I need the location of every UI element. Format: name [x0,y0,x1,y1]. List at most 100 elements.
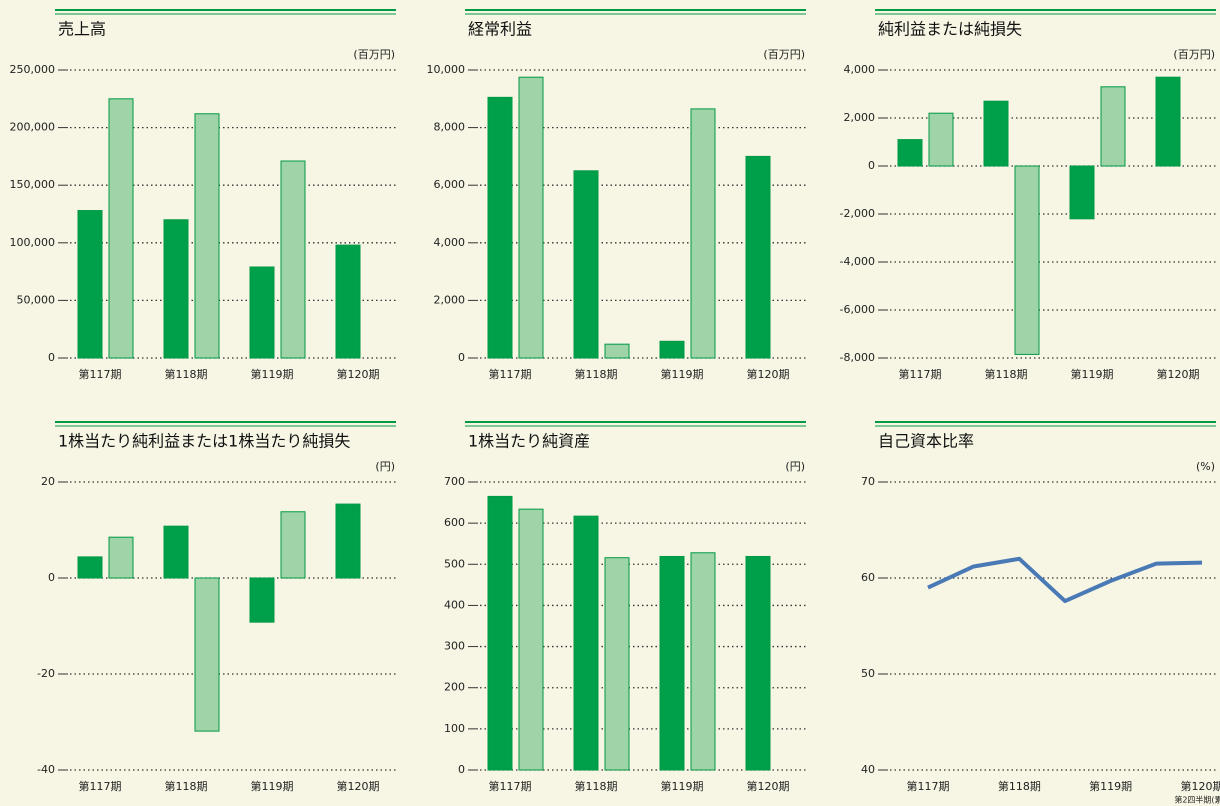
bar [77,556,103,579]
y-tick-label: 6,000 [434,178,466,191]
chart-title: 経常利益 [468,20,532,39]
panel: 純利益または純損失 (百万円) -8,000 -6,000 -4,000 -2,000 0 2… [840,9,1218,381]
y-tick-label: 0 [458,763,465,776]
bar [194,577,220,732]
x-tick-label: 第120期 [747,779,790,793]
x-tick-label: 第117期 [899,367,942,381]
y-tick-label: 250,000 [10,63,56,76]
y-tick-label: 0 [458,351,465,364]
bar [487,96,513,359]
panel: 自己資本比率 (%) 40 50 60 70 第117期 第118期 第119期 第120期第2四… [861,421,1220,805]
unit-label: (百万円) [763,48,805,61]
y-tick-label: 20 [41,475,55,488]
bar [280,511,306,579]
line [927,556,1203,604]
x-tick-label: 第120期 [337,367,380,381]
y-tick-label: 50,000 [17,293,56,306]
x-tick-label: 第119期 [1071,367,1114,381]
x-tick-label: 第119期 [661,779,704,793]
bar [249,577,275,623]
bar [897,139,923,167]
y-tick-label: 0 [48,571,55,584]
y-tick-label: 40 [861,763,875,776]
y-tick-label: 100,000 [10,236,56,249]
y-tick-label: 700 [444,475,465,488]
x-tick-label: 第117期 [907,779,950,793]
x-tick-label: 第118期 [165,779,208,793]
panel: 売上高 (百万円) 0 50,000 100,000 150,000 200,000 250,… [10,9,398,381]
bar [690,108,716,359]
unit-label: (百万円) [353,48,395,61]
unit-label: (百万円) [1173,48,1215,61]
chart-title: 自己資本比率 [878,432,974,451]
bar [604,557,630,771]
y-tick-label: 4,000 [844,63,876,76]
bar [1100,86,1126,167]
bar [163,219,189,359]
y-tick-label: 300 [444,640,465,653]
unit-label: (円) [785,460,805,473]
x-tick-label: 第117期 [79,779,122,793]
chart-title: 純利益または純損失 [878,20,1022,39]
y-tick-label: -8,000 [840,351,875,364]
x-tick-label: 第120期 [1181,779,1220,793]
bar [745,555,771,771]
bar [659,555,685,771]
bar [335,503,361,579]
bar [604,343,630,359]
bar [690,552,716,771]
x-tick-label: 第118期 [985,367,1028,381]
y-tick-label: 200 [444,681,465,694]
y-tick-label: 8,000 [434,121,466,134]
x-tick-label: 第120期 [337,779,380,793]
x-tick-label: 第119期 [661,367,704,381]
chart-title: 1株当たり純利益または1株当たり純損失 [58,432,350,451]
y-tick-label: 4,000 [434,236,466,249]
unit-label: (円) [375,460,395,473]
bar [1069,165,1095,220]
y-tick-label: 60 [861,571,875,584]
bar [335,244,361,359]
bar [249,266,275,359]
bar [659,340,685,359]
bar [487,495,513,771]
x-tick-label: 第117期 [489,779,532,793]
bar [1155,76,1181,167]
annotation: 第2四半期(累計) [1174,795,1220,805]
y-tick-label: 50 [861,667,875,680]
x-tick-label: 第117期 [79,367,122,381]
x-tick-label: 第120期 [1157,367,1200,381]
bar [1014,165,1040,355]
y-tick-label: -40 [37,763,55,776]
bar [194,113,220,359]
panel: 経常利益 (百万円) 0 2,000 4,000 6,000 8,000 10,000 第117… [427,9,808,381]
y-tick-label: 70 [861,475,875,488]
bar [108,536,134,579]
x-tick-label: 第118期 [575,367,618,381]
bar [573,515,599,771]
y-tick-label: 100 [444,722,465,735]
chart-title: 1株当たり純資産 [468,432,590,451]
y-tick-label: 400 [444,598,465,611]
y-tick-label: -6,000 [840,303,875,316]
y-tick-label: 200,000 [10,121,56,134]
y-tick-label: 0 [48,351,55,364]
x-tick-label: 第119期 [251,779,294,793]
bar [928,112,954,167]
x-tick-label: 第118期 [165,367,208,381]
bar [745,155,771,359]
y-tick-label: 600 [444,516,465,529]
bar [518,508,544,771]
x-tick-label: 第120期 [747,367,790,381]
chart-title: 売上高 [58,20,106,39]
y-tick-label: 150,000 [10,178,56,191]
x-tick-label: 第119期 [1089,779,1132,793]
x-tick-label: 第118期 [998,779,1041,793]
y-tick-label: 500 [444,557,465,570]
bar [983,100,1009,167]
y-tick-label: 0 [868,159,875,172]
bar [163,525,189,579]
bar [77,210,103,359]
y-tick-label: -2,000 [840,207,875,220]
